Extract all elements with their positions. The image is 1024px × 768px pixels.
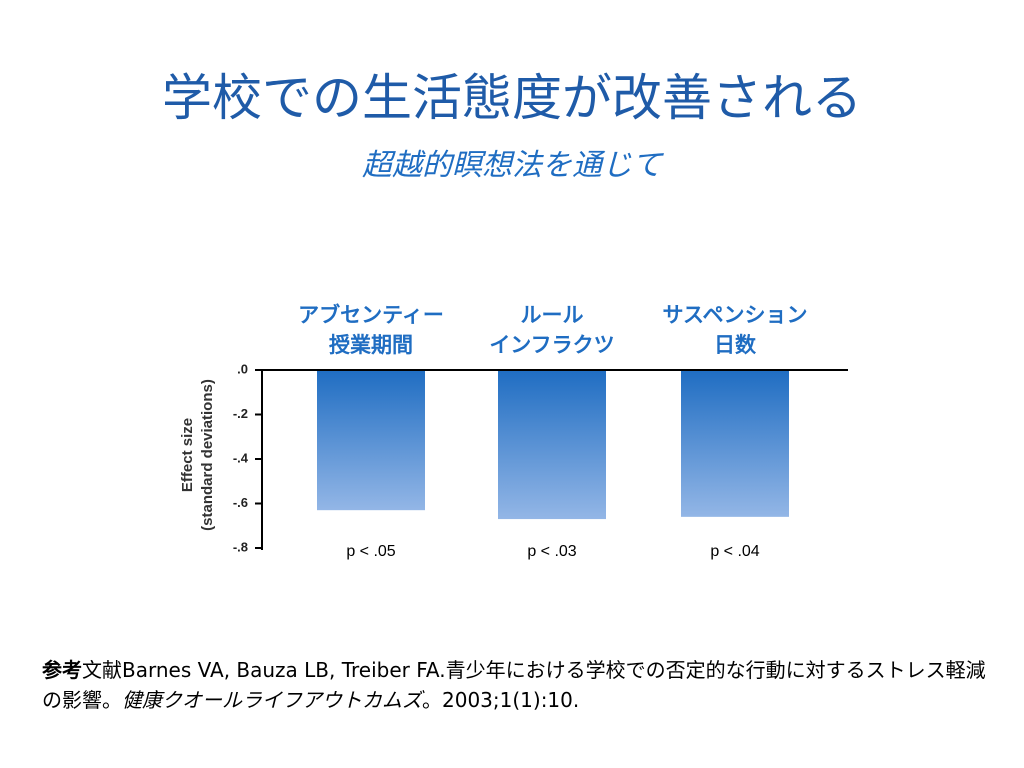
annotation: p < .04 — [710, 543, 759, 560]
y-tick-label: .0 — [237, 361, 248, 376]
reference-tail: 。2003;1(1):10. — [422, 688, 580, 712]
annotation: p < .05 — [346, 543, 395, 560]
reference-lead: 参考 — [42, 658, 82, 682]
y-tick-label: -.8 — [233, 539, 248, 554]
category-label: アブセンティー 授業期間 — [298, 303, 444, 357]
category-label: サスペンション 日数 — [662, 303, 808, 357]
annotation: p < .03 — [527, 543, 576, 560]
y-axis-label: Effect size — [179, 418, 196, 492]
reference-journal: 健康クオールライフアウトカムズ — [122, 688, 422, 712]
y-tick-label: -.6 — [233, 495, 248, 510]
y-tick-label: -.4 — [233, 450, 249, 465]
bar — [498, 370, 606, 520]
y-tick-label: -.2 — [233, 406, 248, 421]
reference-text: 文献Barnes VA, Bauza LB, Treiber FA.青少年におけ… — [42, 658, 986, 712]
y-axis-label: (standard deviations) — [199, 379, 216, 531]
subtitle: 超越的瞑想法を通じて — [362, 148, 662, 183]
reference: 参考文献Barnes VA, Bauza LB, Treiber FA.青少年に… — [42, 655, 992, 715]
category-label: ルール インフラクツ — [489, 303, 615, 357]
bar — [317, 370, 425, 511]
title: 学校での生活態度が改善される — [162, 69, 862, 127]
bar — [681, 370, 789, 517]
